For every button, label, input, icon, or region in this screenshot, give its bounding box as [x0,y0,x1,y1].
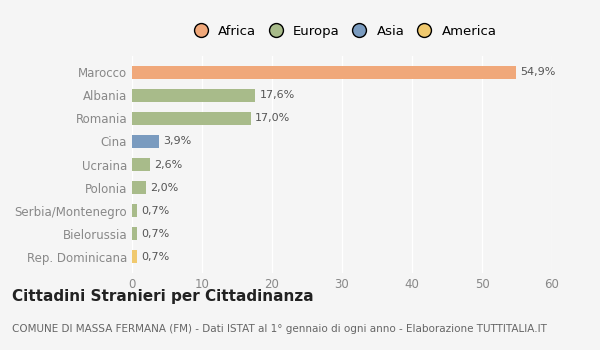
Text: 17,6%: 17,6% [259,90,295,100]
Text: 54,9%: 54,9% [521,67,556,77]
Bar [132,66,516,78]
Text: 3,9%: 3,9% [163,136,192,146]
Legend: Africa, Europa, Asia, America: Africa, Europa, Asia, America [185,22,499,41]
Bar [132,158,150,171]
Bar [132,135,160,148]
Bar [132,251,137,263]
Text: COMUNE DI MASSA FERMANA (FM) - Dati ISTAT al 1° gennaio di ogni anno - Elaborazi: COMUNE DI MASSA FERMANA (FM) - Dati ISTA… [12,324,547,334]
Text: 0,7%: 0,7% [141,252,169,262]
Bar [132,112,251,125]
Text: 0,7%: 0,7% [141,206,169,216]
Bar [132,204,137,217]
Text: 17,0%: 17,0% [255,113,290,123]
Bar [132,228,137,240]
Text: 2,6%: 2,6% [154,160,182,169]
Text: 2,0%: 2,0% [150,183,178,193]
Bar [132,89,255,102]
Text: Cittadini Stranieri per Cittadinanza: Cittadini Stranieri per Cittadinanza [12,289,314,304]
Text: 0,7%: 0,7% [141,229,169,239]
Bar [132,181,146,194]
